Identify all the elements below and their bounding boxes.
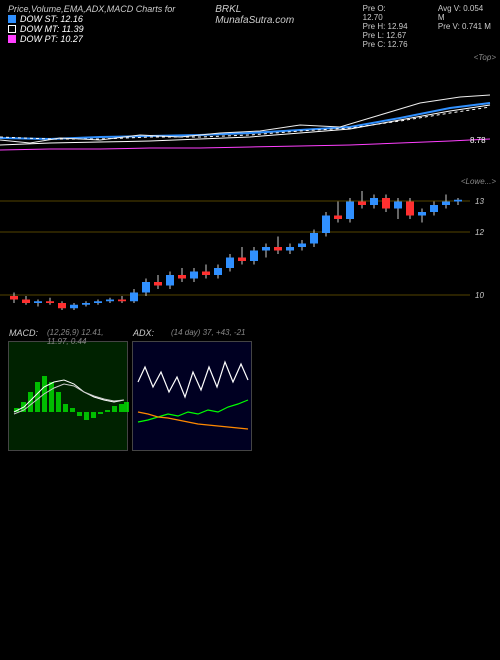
month-ticks [0,317,500,321]
adx-svg [133,342,253,452]
chart-title: Price,Volume,EMA,ADX,MACD Charts for [8,4,175,14]
macd-params: (12,26,9) 12.41, 11.97, 0.44 [47,328,127,346]
macd-title: MACD: [9,328,38,338]
chart-header: Price,Volume,EMA,ADX,MACD Charts for DOW… [0,0,500,53]
ohlc-stats: Pre O: 12.70 Pre H: 12.94 Pre L: 12.67 P… [363,4,408,49]
site-name: MunafaSutra.com [215,15,294,26]
legend-block: Price,Volume,EMA,ADX,MACD Charts for DOW… [8,4,175,49]
legend-box-icon [8,25,16,33]
legend-box-icon [8,15,16,23]
svg-text:10: 10 [475,291,484,300]
adx-panel: ADX: (14 day) 37, +43, -21 [132,341,252,451]
adx-params: (14 day) 37, +43, -21 [171,328,246,337]
macd-panel: MACD: (12,26,9) 12.41, 11.97, 0.44 [8,341,128,451]
candle-chart: <Lowe...> 10 12 13 [0,177,500,321]
stat-row: Pre H: 12.94 [363,22,408,31]
ticker-symbol: BRKL [215,4,241,15]
svg-text:12: 12 [475,228,484,237]
legend-pt: DOW PT: 10.27 [8,34,175,44]
stat-row: Avg V: 0.054 M [438,4,492,22]
stat-row: Pre O: 12.70 [363,4,408,22]
adx-title: ADX: [133,328,154,338]
stat-row: Pre V: 0.741 M [438,22,492,31]
price-chart: <Top> 8.78 [0,53,500,177]
svg-text:8.78: 8.78 [470,136,486,145]
legend-box-icon [8,35,16,43]
ticker-block: BRKL MunafaSutra.com [215,4,322,49]
legend-label: DOW ST: 12.16 [20,14,83,24]
legend-label: DOW MT: 11.39 [20,24,84,34]
stats-block: Pre O: 12.70 Pre H: 12.94 Pre L: 12.67 P… [363,4,492,49]
candle-svg: 10 12 13 [0,177,500,317]
stat-row: Pre C: 12.76 [363,40,408,49]
price-svg: 8.78 [0,53,500,173]
svg-text:13: 13 [475,197,484,206]
panel-label: <Lowe...> [461,177,496,186]
panel-label: <Top> [474,53,496,62]
macd-svg [9,342,129,452]
legend-st: DOW ST: 12.16 [8,14,175,24]
legend-label: DOW PT: 10.27 [20,34,83,44]
volume-stats: Avg V: 0.054 M Pre V: 0.741 M [438,4,492,49]
indicator-row: MACD: (12,26,9) 12.41, 11.97, 0.44 ADX: … [0,341,500,451]
legend-mt: DOW MT: 11.39 [8,24,175,34]
stat-row: Pre L: 12.67 [363,31,408,40]
